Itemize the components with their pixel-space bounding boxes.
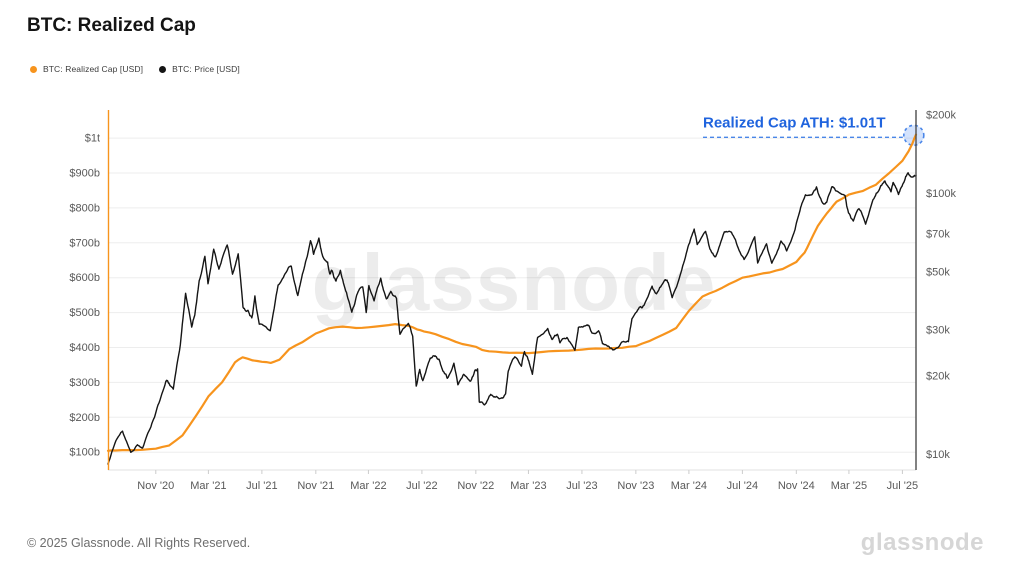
glassnode-logo: glassnode [860,529,984,556]
x-axis-tick-label: Nov '20 [137,480,174,492]
legend-item-price[interactable]: BTC: Price [USD] [159,64,240,74]
legend-label-price: BTC: Price [USD] [172,64,240,74]
axis-labels: $1t $900b $800b $700b $600b $500b $400b $300b $2… [69,110,956,493]
series-lines [106,133,918,465]
x-axis-tick-label: Nov '21 [297,480,334,492]
copyright-text: © 2025 Glassnode. All Rights Reserved. [27,536,251,550]
price-line [107,172,917,465]
x-axis-tick-label: Mar '23 [510,480,546,492]
right-axis-tick-label: $70k [926,228,950,240]
ath-annotation-shapes [703,124,925,147]
x-axis-tick-label: Jul '21 [246,480,277,492]
x-axis-tick-label: Mar '25 [831,480,867,492]
glassnode-watermark-text: glassnode [312,238,717,327]
left-axis-tick-label: $300b [69,377,100,389]
ath-marker-circle[interactable] [903,124,925,147]
left-axis-tick-label: $900b [69,168,100,180]
left-axis-tick-label: $800b [69,202,100,214]
x-axis-tick-label: Jul '23 [566,480,597,492]
x-axis-tick-label: Nov '24 [778,480,815,492]
right-axis-tick-label: $50k [926,267,950,279]
x-axis-tick-label: Jul '24 [727,480,758,492]
right-axis-tick-label: $30k [926,325,950,337]
left-axis-tick-label: $400b [69,342,100,354]
glassnode-watermark: glassnode [312,238,717,327]
realized-cap-series-dot-icon [30,65,37,73]
x-axis-tick-label: Mar '24 [671,480,707,492]
legend-label-realized-cap: BTC: Realized Cap [USD] [43,64,144,74]
right-axis-tick-label: $20k [926,371,950,383]
left-axis-tick-label: $700b [69,237,100,249]
right-axis-tick-label: $100k [926,188,956,200]
x-axis-tick-label: Mar '21 [190,480,226,492]
x-axis-tick-label: Mar '22 [350,480,386,492]
price-series-dot-icon [159,65,167,73]
x-axis-tick-label: Nov '22 [457,480,494,492]
realized-cap-line [106,133,918,452]
axes [107,110,917,474]
page-title: BTC: Realized Cap [27,15,196,36]
ath-annotation-label: Realized Cap ATH: $1.01T [703,114,886,131]
right-axis-tick-label: $10k [926,449,950,461]
x-axis-tick-label: Jul '25 [887,480,918,492]
ath-annotation: Realized Cap ATH: $1.01T [703,114,886,131]
left-axis-tick-label: $1t [85,133,100,145]
right-axis-tick-label: $200k [926,110,956,122]
x-axis-tick-label: Jul '22 [406,480,437,492]
x-axis-tick-label: Nov '23 [617,480,654,492]
gridlines [108,137,916,453]
left-axis-tick-label: $200b [69,412,100,424]
left-axis-tick-label: $100b [69,447,100,459]
left-axis-tick-label: $500b [69,307,100,319]
legend-item-realized-cap[interactable]: BTC: Realized Cap [USD] [30,64,143,74]
legend: BTC: Realized Cap [USD] BTC: Price [USD] [30,64,240,74]
left-axis-tick-label: $600b [69,272,100,284]
